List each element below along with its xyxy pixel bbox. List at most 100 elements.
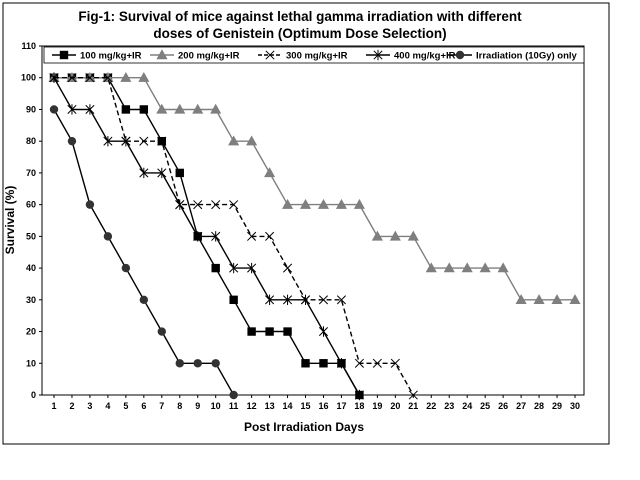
legend-label: 400 mg/kg+IR (394, 51, 456, 62)
series-5-point (211, 359, 220, 368)
legend-entry: 200 mg/kg+IR (150, 49, 240, 62)
circle-marker-shape (121, 263, 131, 273)
series-2-point (389, 230, 401, 241)
x-marker-stroke (103, 73, 113, 83)
x-tick-label: 10 (211, 401, 221, 411)
chart-title-line2: doses of Genistein (Optimum Dose Selecti… (153, 26, 446, 41)
y-tick-label: 80 (26, 136, 36, 146)
series-3-point (157, 136, 167, 146)
x-tick-label: 11 (229, 401, 239, 411)
legend-marker (265, 50, 275, 60)
triangle-marker-shape (210, 103, 222, 114)
x-tick-label: 30 (570, 401, 580, 411)
legend-box (43, 46, 585, 64)
x-tick-label: 6 (141, 401, 146, 411)
legend-label: 200 mg/kg+IR (178, 51, 240, 62)
x-tick-label: 28 (534, 401, 544, 411)
series-2-point (371, 230, 383, 241)
series-3-point (247, 231, 257, 241)
series-5 (49, 105, 238, 400)
x-tick-label: 25 (480, 401, 490, 411)
x-tick-label: 14 (283, 401, 293, 411)
series-4-point (247, 262, 257, 274)
square-marker-shape (211, 263, 220, 273)
series-3-point (103, 73, 113, 83)
series-2-point (443, 262, 455, 273)
x-tick-label: 22 (426, 401, 436, 411)
series-3-point (265, 231, 275, 241)
series-2-point (425, 262, 437, 273)
series-2-point (497, 262, 509, 273)
square-marker-shape (175, 168, 184, 178)
y-tick-label: 30 (26, 295, 36, 305)
legend-marker (455, 50, 465, 60)
series-5-point (121, 263, 131, 273)
series-4 (49, 72, 364, 401)
x-tick-label: 2 (69, 401, 74, 411)
x-marker-stroke (247, 231, 257, 241)
x-tick-label: 4 (105, 401, 110, 411)
series-3-point (372, 358, 382, 368)
series-3-point (67, 73, 77, 83)
series-2-point (174, 103, 186, 114)
y-tick-label: 50 (26, 231, 36, 241)
triangle-marker-shape (281, 198, 294, 209)
triangle-marker-shape (246, 135, 258, 146)
series-3-point (354, 358, 364, 368)
y-tick-label: 60 (26, 200, 36, 210)
series-5-point (175, 359, 184, 368)
series-1-point (175, 168, 184, 178)
series-4-point (300, 294, 311, 306)
triangle-marker-shape (515, 294, 527, 305)
series-2-point (246, 135, 258, 146)
x-tick-label: 26 (498, 401, 508, 411)
triangle-marker-shape (443, 262, 455, 273)
series-1-point (265, 327, 274, 336)
series-4-point (121, 135, 131, 147)
figure-border (2, 2, 610, 445)
series-2-point (407, 230, 419, 241)
series-1-point (121, 105, 131, 114)
x-marker-stroke (408, 390, 418, 400)
x-tick-label: 13 (265, 401, 275, 411)
legend-marker (156, 49, 168, 60)
y-tick-label: 110 (21, 41, 36, 51)
square-marker-shape (229, 295, 238, 305)
square-marker-shape (139, 105, 149, 114)
x-tick-label: 15 (301, 401, 311, 411)
series-2-point (461, 262, 473, 273)
series-2-point (228, 135, 240, 146)
x-marker-stroke (85, 73, 95, 83)
circle-marker-shape (103, 232, 113, 241)
y-tick-label: 0 (31, 390, 36, 400)
x-marker-stroke (282, 263, 293, 273)
series-1-point (139, 105, 149, 114)
legend-entry: 300 mg/kg+IR (258, 50, 348, 62)
series-4-point (318, 326, 329, 337)
triangle-marker-shape (335, 198, 348, 209)
x-marker-stroke (265, 50, 275, 60)
series-4-point (85, 104, 95, 115)
x-marker-stroke (229, 200, 239, 210)
circle-marker-shape (193, 359, 202, 368)
series-1-point (283, 327, 292, 336)
series-2-point (335, 198, 348, 209)
y-tick-label: 90 (26, 104, 36, 114)
y-tick-label: 100 (21, 73, 36, 83)
x-marker-stroke (336, 295, 347, 305)
x-tick-label: 9 (195, 401, 200, 411)
square-marker-shape (283, 327, 292, 336)
square-marker-shape (265, 327, 274, 336)
series-3 (49, 73, 418, 400)
series-5-point (193, 359, 202, 368)
y-axis-label: Survival (%) (3, 186, 17, 255)
triangle-marker-shape (192, 103, 204, 114)
x-marker-stroke (372, 358, 382, 368)
triangle-marker-shape (156, 103, 168, 114)
circle-marker-shape (139, 295, 149, 305)
circle-marker-shape (67, 136, 77, 146)
series-3-point (318, 295, 329, 305)
legend-label: 300 mg/kg+IR (286, 51, 348, 62)
legend-entry: Irradiation (10Gy) only (448, 51, 578, 62)
